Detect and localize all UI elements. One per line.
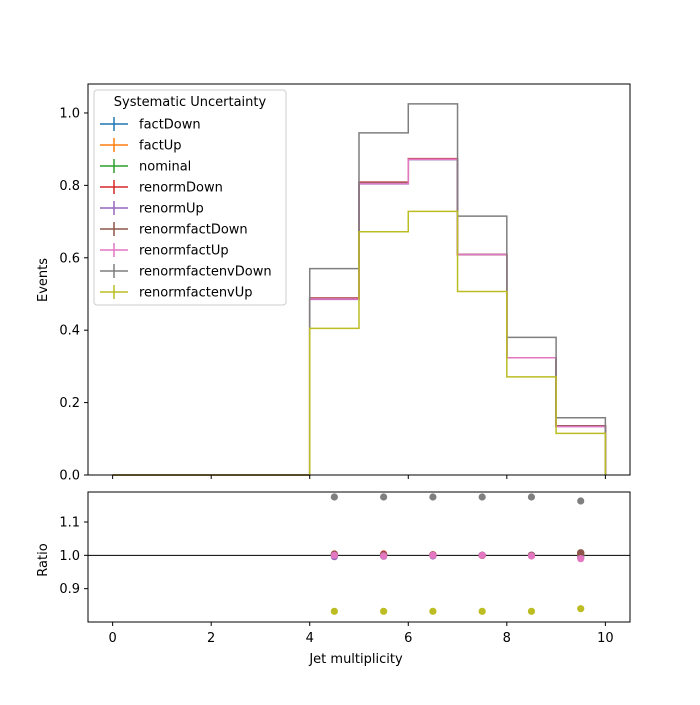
- ratio-point: [380, 607, 388, 615]
- main-y-tick-label: 0.4: [59, 324, 80, 339]
- ratio-x-tick-label: 10: [597, 631, 614, 646]
- ratio-point: [577, 497, 585, 505]
- legend-entry-renormUp: renormUp: [100, 201, 204, 217]
- ratio-point: [478, 551, 486, 559]
- ratio-point: [527, 607, 536, 615]
- legend-entry-renormDown: renormDown: [100, 180, 223, 196]
- ratio-x-tick-label: 6: [404, 631, 412, 646]
- ratio-series-renormfactenvDown: [330, 493, 585, 505]
- ratio-x-tick-label: 2: [207, 631, 215, 646]
- main-panel: 0.0 0.2 0.4 0.6 0.8 1.0 Events Systematic Unc…: [36, 83, 631, 484]
- ratio-point: [380, 552, 388, 560]
- legend-entry-renormfactUp: renormfactUp: [100, 243, 229, 259]
- main-axes-frame: [87, 83, 631, 476]
- legend-entry-renormfactDown: renormfactDown: [100, 222, 248, 238]
- ratio-series-renormfactUp: [330, 551, 585, 563]
- ratio-point: [330, 493, 338, 501]
- ratio-point: [577, 605, 585, 613]
- main-y-tick-label: 0.0: [59, 469, 80, 484]
- ratio-x-tick-label: 0: [108, 631, 116, 646]
- ratio-point: [527, 493, 536, 501]
- ratio-y-tick-label: 0.9: [59, 582, 80, 597]
- legend-entries: factDown factUp nominal renormDown renormUp r…: [100, 117, 272, 301]
- ratio-y-axis-label: Ratio: [36, 543, 51, 576]
- main-y-tick-label: 1.0: [59, 106, 80, 121]
- ratio-x-tick-label: 8: [503, 631, 511, 646]
- ratio-point: [577, 555, 585, 563]
- ratio-axes-frame: [87, 491, 631, 623]
- ratio-point: [577, 549, 585, 557]
- legend-label: renormfactenvDown: [139, 265, 272, 280]
- main-y-axis-label: Events: [36, 258, 51, 302]
- legend-entry-renormfactenvUp: renormfactenvUp: [100, 285, 253, 301]
- ratio-point: [429, 551, 437, 559]
- ratio-plot-area: [88, 493, 630, 615]
- ratio-point: [429, 493, 437, 501]
- legend-label: renormfactenvUp: [139, 286, 253, 301]
- legend-label: renormfactUp: [139, 244, 229, 259]
- main-y-tick-label: 0.6: [59, 251, 80, 266]
- main-y-axis: 0.0 0.2 0.4 0.6 0.8 1.0: [59, 106, 88, 484]
- legend-entry-factUp: factUp: [100, 138, 182, 154]
- legend-label: renormDown: [139, 181, 223, 196]
- legend-box: [93, 89, 287, 306]
- legend-label: renormUp: [139, 202, 204, 217]
- ratio-y-axis: 0.9 1.0 1.1: [59, 516, 88, 597]
- legend-entry-nominal: nominal: [100, 159, 191, 175]
- main-y-tick-label: 0.2: [59, 396, 80, 411]
- ratio-point: [478, 607, 486, 615]
- ratio-panel: 0.9 1.0 1.1 0 2 4 6 8 10 Ratio Jet multiplicity: [36, 491, 631, 667]
- ratio-point: [429, 607, 437, 615]
- ratio-y-tick-label: 1.1: [59, 516, 80, 531]
- ratio-point: [380, 493, 388, 501]
- ratio-y-tick-label: 1.0: [59, 549, 80, 564]
- legend-title: Systematic Uncertainty: [114, 95, 267, 110]
- main-y-tick-label: 0.8: [59, 179, 80, 194]
- ratio-point: [527, 552, 536, 560]
- legend-label: factUp: [139, 139, 182, 154]
- legend-label: factDown: [139, 118, 201, 133]
- legend-label: renormfactDown: [139, 223, 248, 238]
- legend: Systematic Uncertainty factDown factUp nom…: [93, 89, 287, 306]
- ratio-x-axis: 0 2 4 6 8 10: [108, 622, 614, 646]
- legend-label: nominal: [139, 160, 191, 175]
- ratio-x-tick-label: 4: [306, 631, 314, 646]
- legend-entry-factDown: factDown: [100, 117, 201, 133]
- ratio-point: [330, 551, 338, 559]
- ratio-point: [330, 607, 338, 615]
- ratio-point: [478, 493, 486, 501]
- main-x-ticks: [112, 475, 606, 479]
- legend-entry-renormfactenvDown: renormfactenvDown: [100, 264, 272, 280]
- ratio-series-renormfactenvUp: [330, 605, 585, 615]
- x-axis-label: Jet multiplicity: [308, 652, 403, 667]
